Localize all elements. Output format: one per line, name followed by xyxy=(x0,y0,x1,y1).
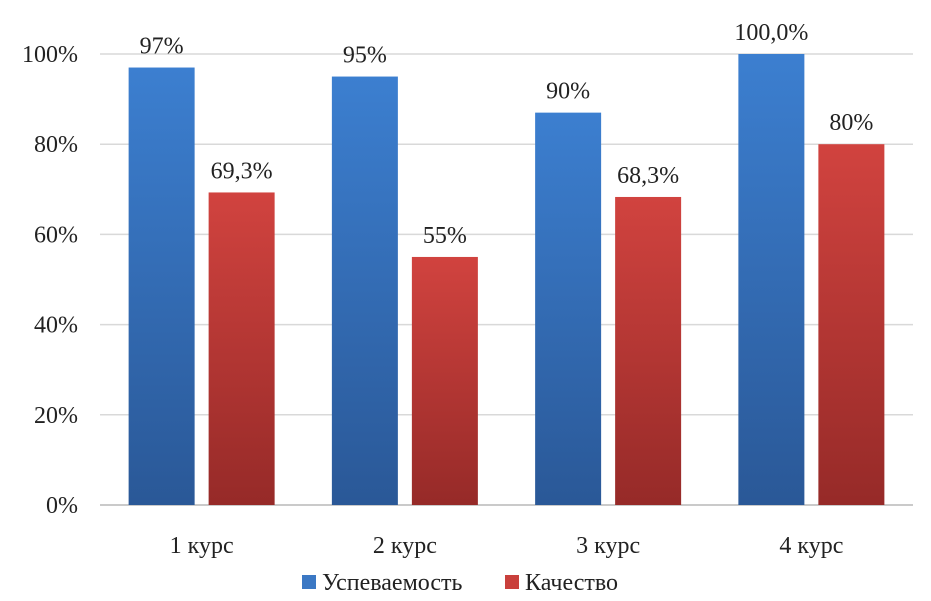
bar-uspevaemost xyxy=(128,67,195,505)
y-axis: 0% 20% 40% 60% 80% 100% xyxy=(22,42,913,519)
bar-kachestvo xyxy=(615,196,682,506)
data-label: 90% xyxy=(546,79,590,105)
legend-swatch-kachestvo xyxy=(505,575,519,589)
data-label: 68,3% xyxy=(617,163,679,189)
legend-label-kachestvo: Качество xyxy=(525,570,618,596)
y-tick-label: 100% xyxy=(22,42,78,68)
bar-kachestvo xyxy=(411,256,478,505)
bar-uspevaemost xyxy=(331,76,398,506)
legend-swatch-uspevaemost xyxy=(302,575,316,589)
x-axis: 1 курс 2 курс 3 курс 4 курс xyxy=(170,533,844,559)
data-label: 80% xyxy=(829,110,873,136)
y-tick-label: 40% xyxy=(34,313,78,339)
y-tick-label: 20% xyxy=(34,403,78,429)
x-tick-label: 4 курс xyxy=(779,533,843,559)
y-tick-label: 60% xyxy=(34,222,78,248)
bars xyxy=(128,54,885,506)
data-labels: 97% 69,3% 95% 55% 90% 68,3% 100,0% 80% xyxy=(140,20,874,249)
legend-label-uspevaemost: Успеваемость xyxy=(322,570,463,596)
legend: Успеваемость Качество xyxy=(302,570,618,596)
y-tick-label: 0% xyxy=(46,493,78,519)
bar-uspevaemost xyxy=(738,54,805,505)
data-label: 97% xyxy=(140,34,184,60)
bar-kachestvo xyxy=(208,192,275,505)
bar-kachestvo xyxy=(818,144,885,505)
data-label: 69,3% xyxy=(211,158,273,184)
bar-uspevaemost xyxy=(535,112,602,505)
y-tick-label: 80% xyxy=(34,132,78,158)
data-label: 95% xyxy=(343,43,387,69)
x-tick-label: 1 курс xyxy=(170,533,234,559)
x-tick-label: 3 курс xyxy=(576,533,640,559)
data-label: 55% xyxy=(423,223,467,249)
x-tick-label: 2 курс xyxy=(373,533,437,559)
data-label: 100,0% xyxy=(734,20,808,46)
